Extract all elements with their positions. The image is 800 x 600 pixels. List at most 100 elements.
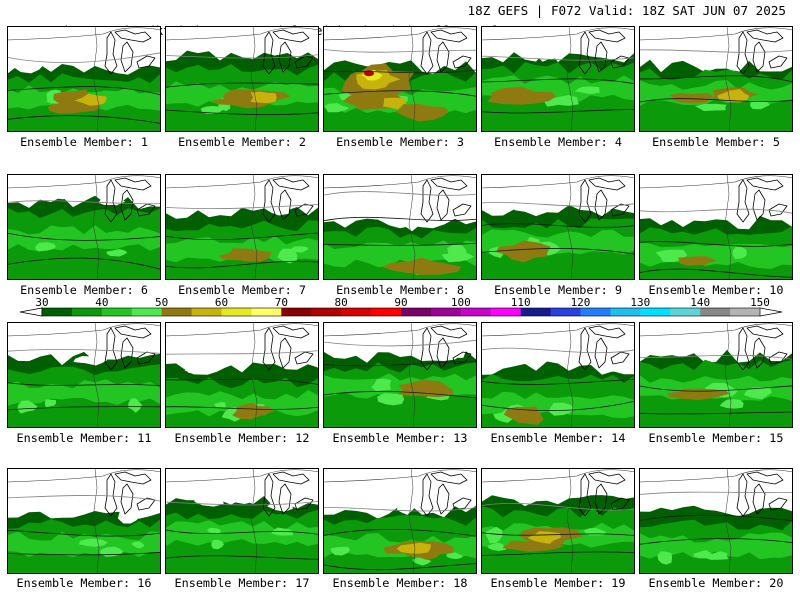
- ensemble-member-panel: [323, 174, 477, 280]
- legend-tick-label: 30: [35, 296, 48, 309]
- legend-tick-label: 140: [690, 296, 710, 309]
- ensemble-member-label: Ensemble Member: 6: [20, 283, 148, 297]
- ensemble-member-panel: [481, 26, 635, 132]
- ensemble-member-label: Ensemble Member: 9: [494, 283, 622, 297]
- isotach-map: [639, 26, 793, 132]
- legend-swatch: [311, 308, 342, 316]
- isotach-map: [639, 468, 793, 574]
- isotach-map: [165, 468, 319, 574]
- legend-swatch: [371, 308, 402, 316]
- legend-swatch: [640, 308, 671, 316]
- isotach-map: [639, 322, 793, 428]
- ensemble-member-label: Ensemble Member: 2: [178, 135, 306, 149]
- isotach-map: [165, 174, 319, 280]
- isotach-map: [481, 322, 635, 428]
- legend-tick-label: 90: [394, 296, 407, 309]
- legend-swatch: [460, 308, 492, 316]
- legend-swatch: [520, 308, 552, 316]
- legend-swatch: [191, 308, 222, 316]
- legend-swatch: [42, 308, 73, 316]
- legend-tick-label: 50: [155, 296, 168, 309]
- legend-swatch: [281, 308, 312, 316]
- isotach-map: [323, 322, 477, 428]
- isotach-map: [639, 174, 793, 280]
- ensemble-member-label: Ensemble Member: 20: [648, 576, 784, 590]
- isotach-map: [323, 26, 477, 132]
- ensemble-member-label: Ensemble Member: 19: [490, 576, 626, 590]
- ensemble-member-panel: [165, 322, 319, 428]
- ensemble-member-label: Ensemble Member: 7: [178, 283, 306, 297]
- ensemble-member-panel: [481, 322, 635, 428]
- ensemble-member-label: Ensemble Member: 4: [494, 135, 622, 149]
- ensemble-member-panel: [481, 174, 635, 280]
- ensemble-member-label: Ensemble Member: 18: [332, 576, 468, 590]
- title-bar: 500mb Isotachs (kts) | Geopotential Heig…: [4, 1, 796, 38]
- isotach-map: [7, 26, 161, 132]
- legend-swatch: [580, 308, 611, 316]
- ensemble-member-label: Ensemble Member: 15: [648, 431, 784, 445]
- legend-swatch: [251, 308, 282, 316]
- legend-tick-label: 80: [335, 296, 348, 309]
- legend-tick-label: 150: [750, 296, 770, 309]
- legend-tick-label: 130: [630, 296, 650, 309]
- isotach-map: [481, 174, 635, 280]
- ensemble-member-panel: [639, 26, 793, 132]
- legend-swatch: [161, 308, 193, 316]
- ensemble-member-label: Ensemble Member: 16: [16, 576, 152, 590]
- legend-bar: 30405060708090100110120130140150160170: [19, 296, 783, 317]
- legend-swatch: [430, 308, 462, 316]
- legend-swatch: [131, 308, 163, 316]
- ensemble-member-panel: [323, 26, 477, 132]
- ensemble-member-label: Ensemble Member: 11: [16, 431, 152, 445]
- isotach-map: [7, 322, 161, 428]
- legend-swatch: [550, 308, 581, 316]
- ensemble-member-label: Ensemble Member: 5: [652, 135, 780, 149]
- legend-swatch: [490, 308, 522, 316]
- legend-swatch: [101, 308, 133, 316]
- ensemble-member-panel: [639, 468, 793, 574]
- legend-tick-label: 100: [451, 296, 471, 309]
- ensemble-member-label: Ensemble Member: 14: [490, 431, 626, 445]
- legend-swatch: [341, 308, 372, 316]
- ensemble-member-panel: [323, 468, 477, 574]
- ensemble-member-label: Ensemble Member: 1: [20, 135, 148, 149]
- legend-swatch: [610, 308, 641, 316]
- legend-swatch: [730, 308, 761, 316]
- ensemble-member-panel: [323, 322, 477, 428]
- valid-time: 18Z GEFS | F072 Valid: 18Z SAT JUN 07 20…: [467, 3, 786, 18]
- isotach-map: [7, 174, 161, 280]
- ensemble-member-panel: [165, 468, 319, 574]
- legend-tick-label: 40: [95, 296, 108, 309]
- legend-tick-label: 60: [215, 296, 228, 309]
- color-legend: 30405060708090100110120130140150160170: [12, 296, 794, 320]
- ensemble-member-label: Ensemble Member: 17: [174, 576, 310, 590]
- legend-swatch: [71, 308, 103, 316]
- ensemble-member-label: Ensemble Member: 12: [174, 431, 310, 445]
- ensemble-member-label: Ensemble Member: 3: [336, 135, 464, 149]
- ensemble-member-panel: [481, 468, 635, 574]
- isotach-map: [323, 468, 477, 574]
- isotach-map: [481, 26, 635, 132]
- legend-swatch: [221, 308, 252, 316]
- ensemble-member-panel: [7, 322, 161, 428]
- legend-tick-label: 120: [571, 296, 591, 309]
- legend-tick-label: 70: [275, 296, 288, 309]
- ensemble-member-label: Ensemble Member: 8: [336, 283, 464, 297]
- legend-swatch: [700, 308, 731, 316]
- ensemble-member-panel: [165, 26, 319, 132]
- isotach-map: [165, 26, 319, 132]
- ensemble-member-label: Ensemble Member: 10: [648, 283, 784, 297]
- ensemble-member-panel: [165, 174, 319, 280]
- legend-swatch: [670, 308, 701, 316]
- isotach-map: [323, 174, 477, 280]
- isotach-map: [7, 468, 161, 574]
- ensemble-member-panel: [7, 174, 161, 280]
- legend-tick-label: 110: [511, 296, 531, 309]
- ensemble-member-label: Ensemble Member: 13: [332, 431, 468, 445]
- ensemble-member-panel: [7, 468, 161, 574]
- ensemble-member-panel: [639, 174, 793, 280]
- isotach-map: [165, 322, 319, 428]
- legend-right-arrow: [759, 307, 783, 317]
- ensemble-member-panel: [7, 26, 161, 132]
